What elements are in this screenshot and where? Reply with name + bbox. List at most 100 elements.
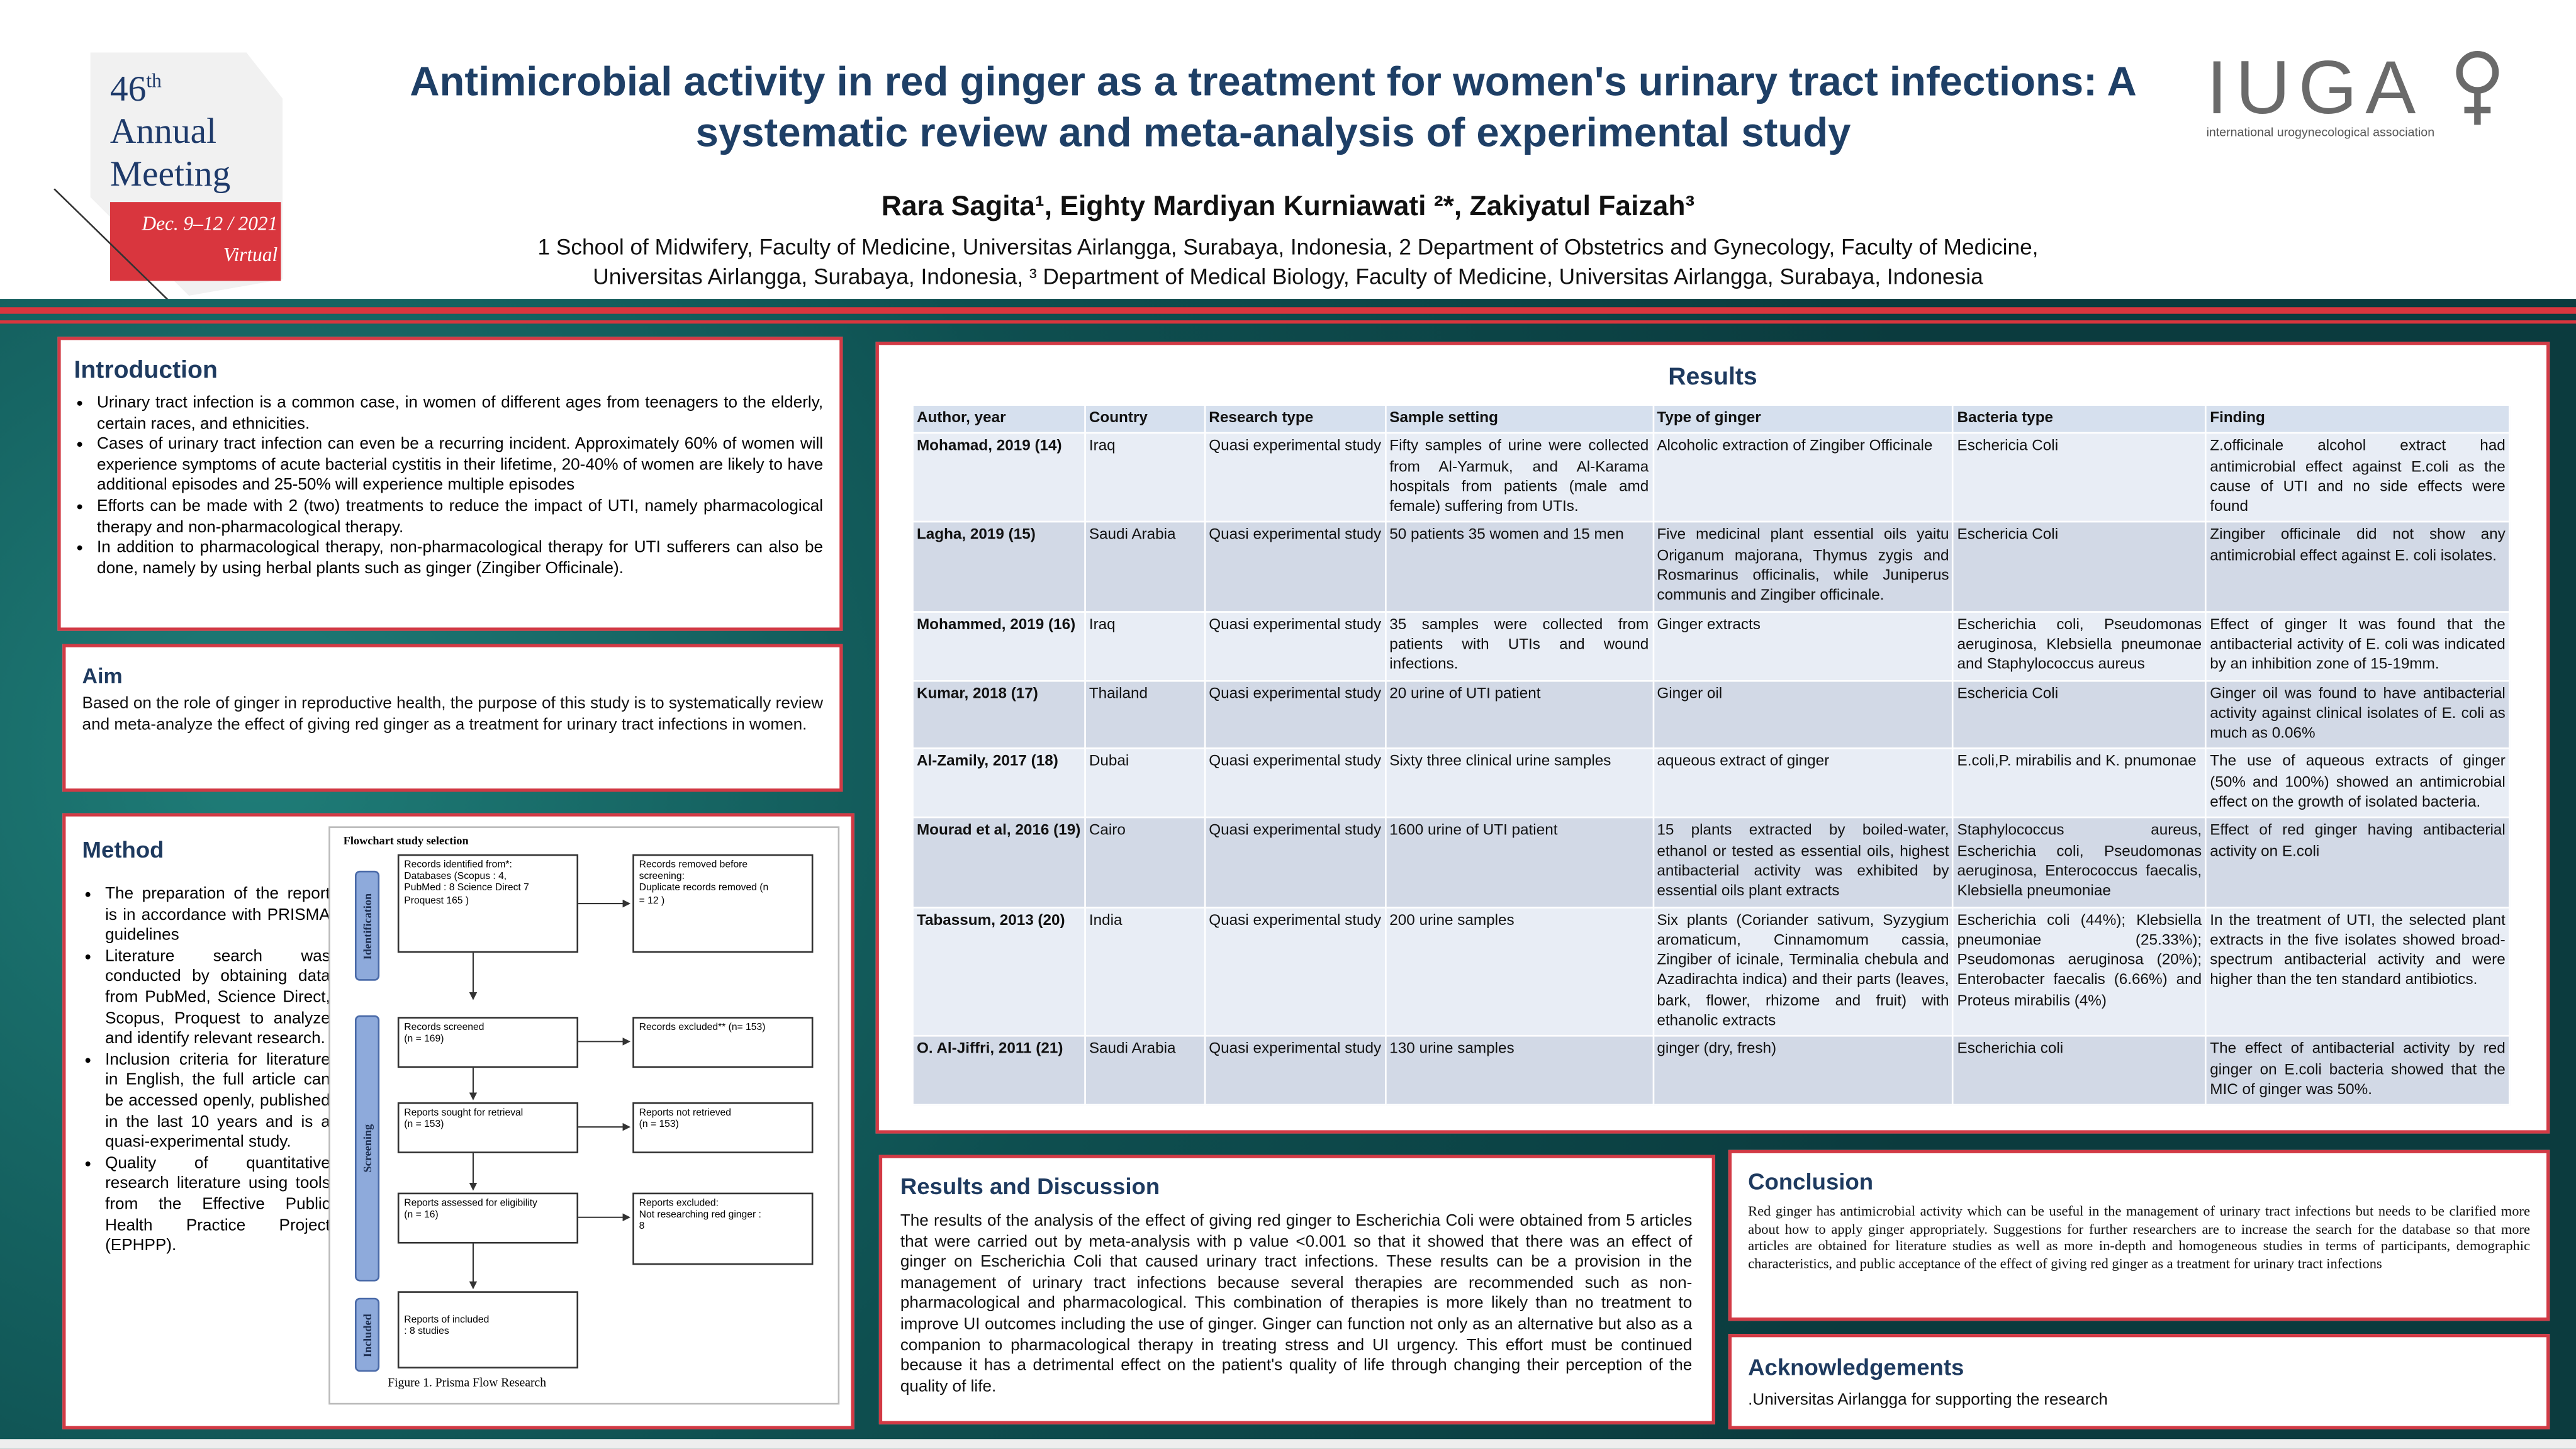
table-cell: 35 samples were collected from patients … <box>1384 610 1654 681</box>
dates: Dec. 9–12 / 2021 <box>142 211 278 235</box>
stripe <box>0 320 2576 324</box>
phase: Screening <box>354 1015 380 1282</box>
table-cell: Lagha, 2019 (15) <box>912 521 1086 613</box>
table-row: Mohammed, 2019 (16) Iraq Quasi experimenta… <box>912 610 2511 681</box>
heading: Results and Discussion <box>900 1173 1160 1200</box>
table-cell: Iraq <box>1084 610 1206 681</box>
flow-box: Reports excluded: Not researching red gi… <box>632 1192 814 1265</box>
flowchart-caption: Figure 1. Prisma Flow Research <box>388 1375 547 1390</box>
event-line: Meeting <box>109 153 231 194</box>
column-header: Country <box>1084 404 1206 435</box>
table-cell: Effect of ginger It was found that the a… <box>2205 610 2511 681</box>
table-cell: Quasi experimental study <box>1204 1035 1387 1106</box>
title: Antimicrobial activity in red ginger as … <box>410 59 2137 157</box>
table-cell: Dubai <box>1084 748 1206 819</box>
table-cell: Quasi experimental study <box>1204 748 1387 819</box>
arrows <box>469 899 631 1290</box>
bullet: Quality of quantitative research literat… <box>105 1155 330 1258</box>
heading: Method <box>82 836 164 863</box>
table-cell: Quasi experimental study <box>1204 432 1387 523</box>
aim-box: Aim Based on the role of ginger in repro… <box>62 644 843 792</box>
table-cell: 130 urine samples <box>1384 1035 1654 1106</box>
table-cell: Tabassum, 2013 (20) <box>912 906 1086 1038</box>
acknowledgements-box: Acknowledgements .Universitas Airlangga … <box>1728 1334 2550 1429</box>
table-cell: O. Al-Jiffri, 2011 (21) <box>912 1035 1086 1106</box>
table-cell: The use of aqueous extracts of ginger (5… <box>2205 748 2511 819</box>
flow-box: Reports sought for retrieval (n = 153) <box>397 1102 579 1153</box>
table-cell: Five medicinal plant essential oils yait… <box>1652 521 1954 613</box>
table-cell: Alcoholic extraction of Zingiber Officin… <box>1652 432 1954 523</box>
table-cell: Escherichia coli, Pseudomonas aeruginosa… <box>1952 610 2207 681</box>
table-cell: Zingiber officinale did not show any ant… <box>2205 521 2511 613</box>
badge-line <box>53 188 190 322</box>
table-cell: Iraq <box>1084 432 1206 523</box>
table-row: Lagha, 2019 (15) Saudi Arabia Quasi experi… <box>912 521 2511 613</box>
column-header: Author, year <box>912 404 1086 435</box>
table-row: Mohamad, 2019 (14) Iraq Quasi experimental… <box>912 432 2511 523</box>
event-badge <box>53 52 283 322</box>
discussion-box: Results and Discussion The results of th… <box>878 1155 1715 1424</box>
table-cell: Z.officinale alcohol extract had antimic… <box>2205 432 2511 523</box>
mode: Virtual <box>223 243 278 266</box>
heading: Acknowledgements <box>1748 1353 1964 1380</box>
table-cell: Eschericia Coli <box>1952 521 2207 613</box>
table-cell: Quasi experimental study <box>1204 610 1387 681</box>
table-cell: Mohammed, 2019 (16) <box>912 610 1086 681</box>
table-cell: Quasi experimental study <box>1204 521 1387 613</box>
authors: Rara Sagita¹, Eighty Mardiyan Kurniawati… <box>881 190 1695 222</box>
affiliation-line: Universitas Airlangga, Surabaya, Indones… <box>593 264 1983 289</box>
table-cell: Al-Zamily, 2017 (18) <box>912 748 1086 819</box>
column-header: Finding <box>2205 404 2511 435</box>
number: 46 <box>109 67 147 109</box>
heading: Introduction <box>74 356 218 384</box>
event-name: 46th Annual Meeting <box>110 59 230 196</box>
phase: Identification <box>354 870 380 981</box>
bullet-list: Urinary tract infection is a common case… <box>74 394 823 581</box>
table-row: Kumar, 2018 (17) Thailand Quasi experiment… <box>912 679 2511 750</box>
table-cell: Mohamad, 2019 (14) <box>912 432 1086 523</box>
table-cell: Ginger oil was found to have antibacteri… <box>2205 679 2511 750</box>
table-cell: Ginger oil <box>1652 679 1954 750</box>
footer-strip <box>0 1439 2576 1449</box>
table-cell: Kumar, 2018 (17) <box>912 679 1086 750</box>
flow-box: Records removed before screening: Duplic… <box>632 854 814 953</box>
table-cell: Quasi experimental study <box>1204 817 1387 908</box>
event-number: 46th <box>110 59 230 111</box>
table-cell: aqueous extract of ginger <box>1652 748 1954 819</box>
table-cell: Staphylococcus aureus, Escherichia coli,… <box>1952 817 2207 908</box>
bullet-list: The preparation of the report is in acco… <box>82 885 330 1258</box>
table-row: Tabassum, 2013 (20) India Quasi experiment… <box>912 906 2511 1038</box>
bullet: Efforts can be made with 2 (two) treatme… <box>97 498 823 539</box>
table-cell: 1600 urine of UTI patient <box>1384 817 1654 908</box>
table-cell: Fifty samples of urine were collected fr… <box>1384 432 1654 523</box>
flow-box: Records identified from*: Databases (Sco… <box>397 854 579 953</box>
table-cell: Eschericia Coli <box>1952 679 2207 750</box>
aim-text: Based on the role of ginger in reproduct… <box>82 695 824 734</box>
table-cell: 20 urine of UTI patient <box>1384 679 1654 750</box>
discussion-text: The results of the analysis of the effec… <box>900 1212 1693 1396</box>
heading: Aim <box>82 663 123 689</box>
flow-box: Records screened (n = 169) <box>397 1017 579 1068</box>
logo-name: IUGA <box>2206 44 2424 130</box>
flow-box: Reports assessed for eligibility (n = 16… <box>397 1192 579 1244</box>
logo-tagline: international urogynecological associati… <box>2206 125 2435 140</box>
flowchart-title: Flowchart study selection <box>343 834 469 848</box>
bullet: The preparation of the report is in acco… <box>105 885 330 948</box>
table-cell: ginger (dry, fresh) <box>1652 1035 1954 1106</box>
header-row: Author, year Country Research type Sample s… <box>912 404 2511 435</box>
flow-box: Reports not retrieved (n = 153) <box>632 1102 814 1153</box>
logo: IUGA international urogynecological asso… <box>2207 46 2519 140</box>
bullet: In addition to pharmacological therapy, … <box>97 539 823 581</box>
introduction-box: Introduction Urinary tract infection is … <box>57 337 843 631</box>
table-cell: 200 urine samples <box>1384 906 1654 1038</box>
results-table: Author, year Country Research type Sample s… <box>912 404 2511 1106</box>
table-row: Mourad et al, 2016 (19) Cairo Quasi experi… <box>912 817 2511 908</box>
table-cell: In the treatment of UTI, the selected pl… <box>2205 906 2511 1038</box>
flow-box: Reports of included : 8 studies <box>397 1291 579 1368</box>
phase: Included <box>354 1297 380 1372</box>
table-cell: India <box>1084 906 1206 1038</box>
icon-ring <box>2456 50 2499 94</box>
column-header: Research type <box>1204 404 1387 435</box>
